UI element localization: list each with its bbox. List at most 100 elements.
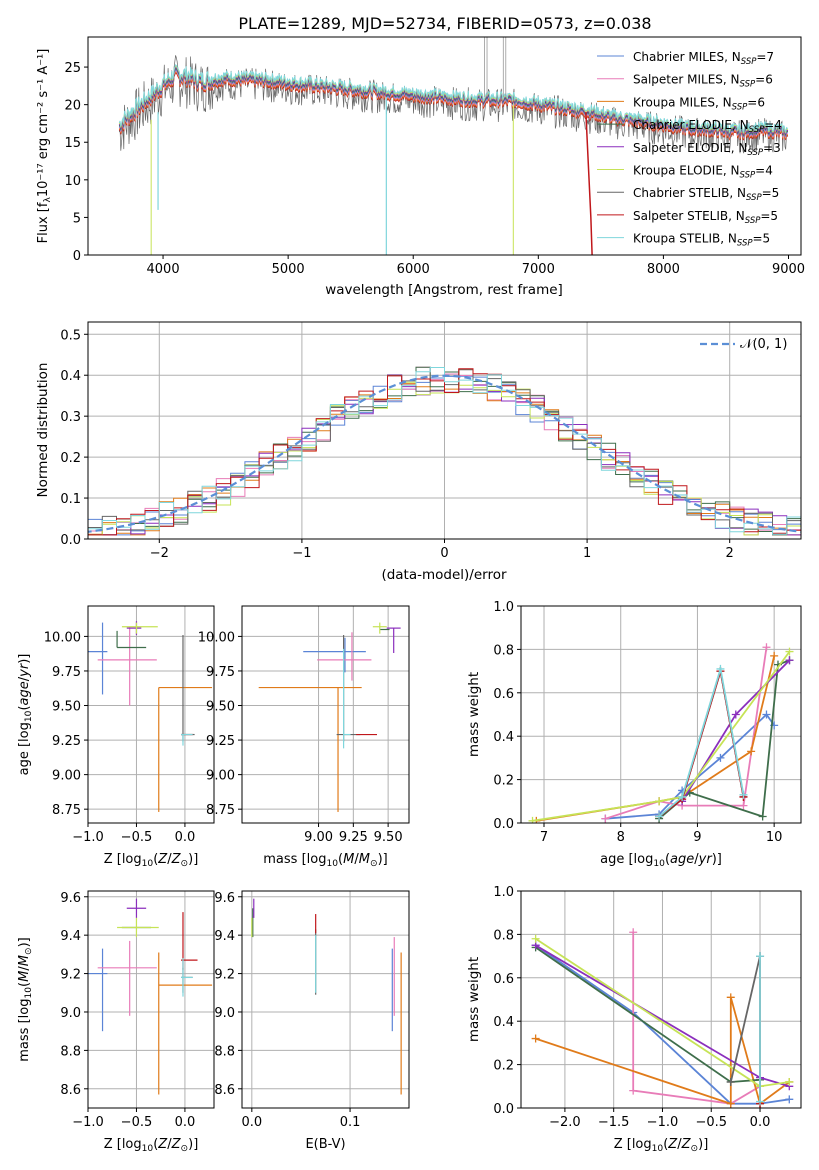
x-axis-label: Z [log10(Z/Z⊙)]	[104, 852, 199, 869]
x-axis-label: mass [log10(M/M⊙)]	[263, 852, 387, 869]
x-tick-label: −1.5	[598, 1115, 630, 1130]
y-tick-label: 0.2	[60, 451, 81, 466]
age-vs-mass-panel: 9.00 9.25 9.50 8.75 9.00 9.25 9.50 9.75 10.00 mas…	[198, 605, 410, 869]
series-marker	[758, 812, 767, 821]
x-axis-label: (data-model)/error	[381, 567, 507, 583]
y-tick-label: 0.4	[493, 730, 514, 745]
y-tick-label: 9.4	[60, 929, 81, 944]
series-marker	[655, 797, 664, 806]
plot-area	[88, 366, 801, 536]
y-tick-label: 0.3	[60, 410, 81, 425]
y-tick-label: 0.4	[60, 369, 81, 384]
axes-frame	[87, 36, 802, 256]
x-tick-label: 0.0	[175, 1115, 196, 1130]
y-tick-label: 9.75	[206, 665, 235, 680]
axes-frame	[87, 605, 215, 824]
y-axis-label: mass weight	[466, 957, 482, 1042]
y-tick-label: 15	[64, 136, 81, 151]
y-tick-label: 8.6	[60, 1083, 81, 1098]
series-marker	[531, 934, 540, 943]
y-tick-label: 9.50	[52, 700, 81, 715]
x-tick-label: −0.5	[121, 830, 153, 845]
series-marker	[678, 792, 687, 801]
plot-area	[531, 928, 794, 1108]
legend-label: 𝒩(0, 1)	[740, 337, 787, 352]
x-tick-label: −1.0	[647, 1115, 679, 1130]
y-tick-label: 0	[73, 249, 81, 264]
axes-frame	[520, 890, 802, 1109]
y-tick-label: 0.0	[493, 1102, 514, 1117]
y-tick-label: 8.6	[214, 1083, 235, 1098]
series-marker	[531, 1034, 540, 1043]
residual-histogram-panel: −2 −1 0 1 2 0.0 0.1 0.2 0.3 0.4 0.5 𝒩(0, 1) (data-mo…	[35, 321, 802, 583]
series-marker	[762, 643, 771, 652]
x-tick-label: 7000	[522, 262, 555, 277]
x-tick-label: −1.0	[72, 830, 104, 845]
series-marker	[785, 656, 794, 665]
series-marker	[601, 814, 610, 823]
x-tick-label: −2	[150, 546, 169, 561]
x-tick-label: 9.00	[304, 830, 333, 845]
series-line	[681, 659, 791, 802]
x-tick-label: 8000	[647, 262, 680, 277]
y-tick-label: 1.0	[493, 885, 514, 900]
figure-title: PLATE=1289, MJD=52734, FIBERID=0573, z=0…	[238, 14, 651, 33]
x-tick-label: −1.0	[72, 1115, 104, 1130]
series-marker	[731, 710, 740, 719]
plot-area	[251, 898, 402, 1095]
x-tick-label: 2	[726, 546, 734, 561]
y-tick-label: 0.6	[493, 687, 514, 702]
series-marker	[785, 1077, 794, 1086]
spectrum-line	[118, 63, 788, 134]
plot-area	[118, 37, 789, 255]
age-vs-z-panel: −1.0 −0.5 0.0 8.75 9.00 9.25 9.50 9.75 10.00 Z [l…	[17, 605, 215, 869]
series-marker	[739, 801, 748, 810]
y-tick-label: 9.6	[60, 891, 81, 906]
series-marker	[528, 816, 537, 823]
y-axis-label: age [log10(age/yr)]	[17, 654, 34, 776]
y-axis-label: mass weight	[466, 672, 482, 757]
series-line	[632, 932, 761, 1105]
legend-label: Salpeter STELIB, NSSP=5	[633, 209, 778, 226]
legend-label: Kroupa MILES, NSSP=6	[633, 95, 765, 112]
x-tick-label: 8	[617, 830, 625, 845]
x-tick-label: 0	[440, 546, 448, 561]
plot-area	[88, 621, 213, 812]
x-tick-label: −2.0	[549, 1115, 581, 1130]
x-tick-label: 9	[693, 830, 701, 845]
legend: Chabrier MILES, NSSP=7 Salpeter MILES, NS…	[597, 50, 782, 249]
axes-frame	[87, 890, 215, 1109]
plot-area	[258, 622, 401, 812]
series-marker	[655, 812, 664, 821]
legend-label: Chabrier STELIB, NSSP=5	[633, 186, 779, 203]
x-tick-label: 0.0	[241, 1115, 262, 1130]
y-tick-label: 1.0	[493, 600, 514, 615]
y-tick-label: 0.0	[493, 817, 514, 832]
y-tick-label: 8.8	[60, 1044, 81, 1059]
y-tick-label: 9.00	[206, 769, 235, 784]
y-tick-label: 8.8	[214, 1044, 235, 1059]
series-marker	[756, 1097, 765, 1106]
series-marker	[747, 747, 756, 756]
y-tick-label: 9.25	[206, 734, 235, 749]
y-tick-label: 9.25	[52, 734, 81, 749]
series-marker	[726, 993, 735, 1002]
plot-area	[88, 898, 213, 1095]
legend-label: Kroupa STELIB, NSSP=5	[633, 232, 770, 249]
x-tick-label: 0.0	[175, 830, 196, 845]
spectrum-dip	[585, 112, 593, 255]
axes-frame	[241, 605, 410, 824]
series-marker	[629, 928, 638, 937]
y-tick-label: 5	[73, 211, 81, 226]
legend-label: Salpeter ELODIE, NSSP=3	[633, 141, 781, 158]
axes-frame	[520, 605, 802, 824]
y-tick-label: 25	[64, 61, 81, 76]
x-tick-label: 4000	[147, 262, 180, 277]
x-tick-label: 7	[540, 830, 548, 845]
series-marker	[629, 1086, 638, 1095]
mass-vs-z-panel: −1.0 −0.5 0.0 8.6 8.8 9.0 9.2 9.4 9.6 Z [log10(Z/…	[17, 890, 215, 1154]
x-tick-label: 1	[583, 546, 591, 561]
series-marker	[762, 710, 771, 719]
y-tick-label: 0.8	[493, 643, 514, 658]
y-tick-label: 10	[64, 174, 81, 189]
